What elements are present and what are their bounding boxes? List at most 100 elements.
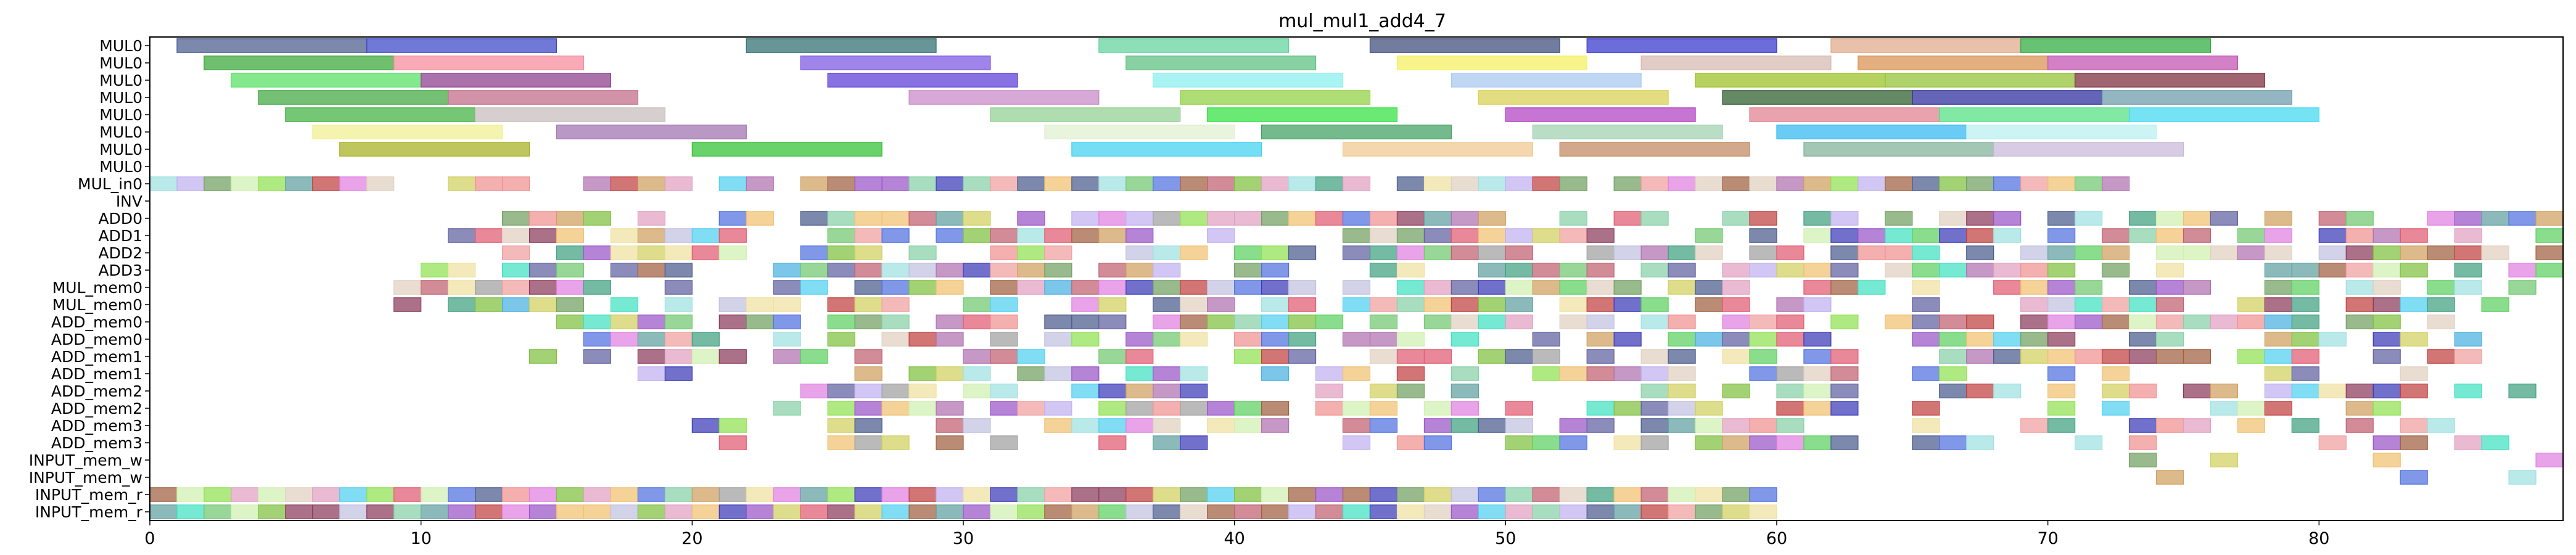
op-bar	[1261, 245, 1290, 260]
op-bar	[258, 487, 286, 502]
op-bar	[1153, 245, 1181, 260]
op-bar	[1423, 435, 1452, 450]
op-bar	[2020, 280, 2049, 295]
op-bar	[1722, 349, 1750, 364]
op-bar	[2237, 314, 2265, 329]
op-bar	[1071, 366, 1100, 381]
op-bar	[800, 56, 991, 70]
op-bar	[231, 176, 259, 191]
op-bar	[2454, 245, 2482, 260]
op-bar	[2535, 228, 2564, 243]
op-bar	[529, 211, 558, 226]
op-bar	[1939, 211, 1967, 226]
op-bar	[1966, 332, 1994, 347]
op-bar	[800, 504, 828, 519]
op-bar	[936, 263, 964, 278]
op-bar	[1586, 38, 1777, 53]
op-bar	[746, 211, 774, 226]
op-bar	[637, 176, 665, 191]
op-bar	[1532, 504, 1560, 519]
op-bar	[827, 263, 855, 278]
op-bar	[1017, 401, 1045, 416]
op-bar	[1125, 487, 1154, 502]
op-bar	[1451, 487, 1479, 502]
op-bar	[800, 384, 828, 398]
op-bar	[990, 176, 1018, 191]
op-bar	[1071, 297, 1100, 312]
op-bar	[2210, 314, 2239, 329]
op-bar	[746, 487, 774, 502]
op-bar	[1559, 487, 1587, 502]
op-bar	[1315, 487, 1344, 502]
op-bar	[501, 211, 530, 226]
op-bar	[1180, 297, 1208, 312]
op-bar	[2508, 470, 2537, 485]
op-bar	[474, 107, 665, 122]
op-bar	[1288, 297, 1317, 312]
op-bar	[448, 263, 476, 278]
op-bar	[936, 314, 964, 329]
op-bar	[1912, 401, 1940, 416]
op-bar	[1695, 418, 1723, 433]
op-bar	[583, 176, 612, 191]
op-bar	[529, 504, 558, 519]
op-bar	[556, 504, 585, 519]
op-bar	[1532, 366, 1560, 381]
op-bar	[1451, 418, 1479, 433]
op-bar	[1396, 487, 1425, 502]
op-bar	[2481, 297, 2509, 312]
op-bar	[827, 73, 1018, 88]
op-bar	[718, 297, 747, 312]
op-bar	[1668, 280, 1696, 295]
y-tick-label: ADD2	[98, 244, 142, 262]
op-bar	[1315, 314, 1344, 329]
op-bar	[936, 401, 964, 416]
op-bar	[1153, 418, 1181, 433]
op-bar	[1288, 487, 1317, 502]
op-bar	[1912, 314, 1940, 329]
op-bar	[1912, 297, 1940, 312]
op-bar	[1125, 211, 1154, 226]
op-bar	[2155, 418, 2184, 433]
op-bar	[990, 297, 1018, 312]
op-bar	[691, 332, 720, 347]
op-bar	[2291, 297, 2319, 312]
op-bar	[1288, 176, 1317, 191]
op-bar	[1749, 435, 1777, 450]
op-bar	[2372, 435, 2401, 450]
op-bar	[1830, 314, 1859, 329]
op-bar	[1939, 176, 1967, 191]
op-bar	[1559, 435, 1587, 450]
op-bar	[936, 504, 964, 519]
op-bar	[1695, 245, 1723, 260]
op-bar	[2291, 349, 2319, 364]
op-bar	[1830, 401, 1859, 416]
plot-frame	[149, 36, 2564, 521]
op-bar	[1071, 228, 1100, 243]
op-bar	[800, 245, 828, 260]
op-bar	[556, 487, 585, 502]
op-bar	[1342, 142, 1533, 157]
op-bar	[2075, 73, 2265, 88]
op-bar	[664, 297, 693, 312]
op-bar	[2264, 211, 2292, 226]
op-bar	[1044, 228, 1072, 243]
op-bar	[1071, 176, 1100, 191]
x-axis: 0 10 20 30 40 50 60 70 80	[144, 520, 2329, 548]
op-bar	[881, 384, 910, 398]
op-bar	[881, 211, 910, 226]
op-bar	[2075, 314, 2103, 329]
op-bar	[2075, 245, 2103, 260]
op-bar	[2400, 384, 2428, 398]
op-bar	[1342, 245, 1371, 260]
op-bar	[2047, 297, 2076, 312]
op-bar	[1613, 297, 1642, 312]
op-bar	[637, 487, 665, 502]
op-bar	[393, 504, 422, 519]
op-bar	[1451, 314, 1479, 329]
op-bar	[963, 366, 991, 381]
op-bar	[854, 366, 883, 381]
op-bar	[1125, 349, 1154, 364]
op-bar	[1396, 280, 1425, 295]
op-bar	[1586, 504, 1615, 519]
